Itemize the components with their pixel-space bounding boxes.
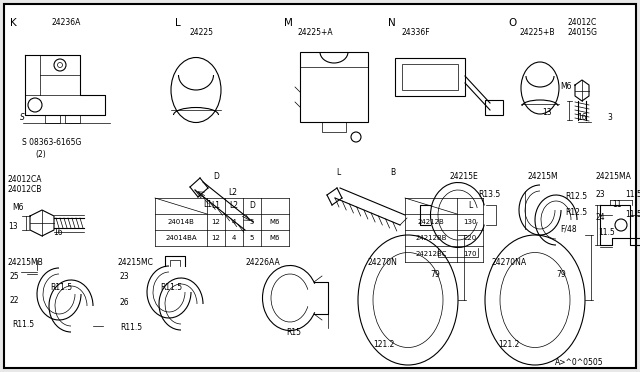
Text: 5: 5 bbox=[250, 219, 254, 225]
Text: 16: 16 bbox=[577, 113, 587, 122]
Text: 24236A: 24236A bbox=[52, 18, 81, 27]
Text: D: D bbox=[213, 172, 219, 181]
Text: 24226AA: 24226AA bbox=[246, 258, 281, 267]
Bar bbox=[300, 52, 368, 122]
Text: 23: 23 bbox=[596, 190, 605, 199]
Text: S 08363-6165G: S 08363-6165G bbox=[22, 138, 81, 147]
Text: 11.5: 11.5 bbox=[598, 228, 615, 237]
Text: 24336F: 24336F bbox=[402, 28, 431, 37]
Text: 24215E: 24215E bbox=[450, 172, 479, 181]
Text: B: B bbox=[390, 168, 395, 177]
Text: R15: R15 bbox=[286, 328, 301, 337]
Text: K: K bbox=[10, 18, 17, 28]
Text: L: L bbox=[468, 202, 472, 211]
Text: 24: 24 bbox=[596, 213, 605, 222]
Text: 4: 4 bbox=[232, 219, 236, 225]
Text: 16: 16 bbox=[53, 228, 63, 237]
Text: 12: 12 bbox=[212, 235, 220, 241]
Text: R13.5: R13.5 bbox=[478, 190, 500, 199]
Text: 24012C: 24012C bbox=[568, 18, 597, 27]
Text: 13: 13 bbox=[8, 222, 18, 231]
Text: 121.2: 121.2 bbox=[373, 340, 394, 349]
Text: 24014BA: 24014BA bbox=[165, 235, 197, 241]
Text: 24215MA: 24215MA bbox=[596, 172, 632, 181]
Text: D: D bbox=[249, 202, 255, 211]
Bar bbox=[485, 100, 503, 115]
Text: 79: 79 bbox=[556, 270, 566, 279]
Text: 170: 170 bbox=[463, 251, 477, 257]
Text: S: S bbox=[20, 113, 25, 122]
Text: 24212BC: 24212BC bbox=[415, 251, 447, 257]
Text: 13: 13 bbox=[542, 108, 552, 117]
Text: 79: 79 bbox=[430, 270, 440, 279]
Text: 24012CA: 24012CA bbox=[8, 175, 42, 184]
Text: M6: M6 bbox=[269, 235, 280, 241]
Text: 24270NA: 24270NA bbox=[492, 258, 527, 267]
Text: 24212BB: 24212BB bbox=[415, 235, 447, 241]
Text: R12.5: R12.5 bbox=[565, 192, 587, 201]
Text: 5: 5 bbox=[250, 235, 254, 241]
Text: 25: 25 bbox=[10, 272, 20, 281]
Text: L2: L2 bbox=[228, 188, 237, 197]
Text: 11.5: 11.5 bbox=[625, 210, 640, 219]
Text: L2: L2 bbox=[230, 202, 239, 211]
Text: M6: M6 bbox=[269, 219, 280, 225]
Text: 121.2: 121.2 bbox=[498, 340, 520, 349]
Text: M6: M6 bbox=[12, 203, 24, 212]
Text: L1: L1 bbox=[203, 200, 212, 209]
Text: 130: 130 bbox=[463, 219, 477, 225]
Bar bbox=[395, 58, 465, 96]
Text: L: L bbox=[175, 18, 180, 28]
Bar bbox=[402, 64, 458, 90]
Text: 24015G: 24015G bbox=[568, 28, 598, 37]
Text: 24215M: 24215M bbox=[528, 172, 559, 181]
Text: 24014B: 24014B bbox=[168, 219, 195, 225]
Text: 22: 22 bbox=[10, 296, 19, 305]
Text: 24270N: 24270N bbox=[368, 258, 398, 267]
Text: M: M bbox=[284, 18, 293, 28]
Text: R11.5: R11.5 bbox=[50, 283, 72, 292]
Text: 11.5: 11.5 bbox=[625, 190, 640, 199]
Text: R11.5: R11.5 bbox=[12, 320, 34, 329]
Text: L: L bbox=[336, 168, 340, 177]
Text: 12: 12 bbox=[212, 219, 220, 225]
Text: N: N bbox=[388, 18, 396, 28]
Text: 24225+A: 24225+A bbox=[298, 28, 333, 37]
Text: F/48: F/48 bbox=[560, 225, 577, 234]
Text: 26: 26 bbox=[120, 298, 130, 307]
Text: 24225: 24225 bbox=[190, 28, 214, 37]
Text: O: O bbox=[508, 18, 516, 28]
Text: R11.5: R11.5 bbox=[160, 283, 182, 292]
Text: L1: L1 bbox=[211, 202, 221, 211]
Text: (2): (2) bbox=[35, 150, 45, 159]
Text: 220: 220 bbox=[463, 235, 477, 241]
Text: R11.5: R11.5 bbox=[120, 323, 142, 332]
Text: 11: 11 bbox=[612, 200, 621, 209]
Text: A>^0^0505: A>^0^0505 bbox=[555, 358, 604, 367]
Text: 24012CB: 24012CB bbox=[8, 185, 42, 194]
Text: 24215MC: 24215MC bbox=[118, 258, 154, 267]
Text: 23: 23 bbox=[120, 272, 130, 281]
Text: 3: 3 bbox=[607, 113, 612, 122]
Text: 24215MB: 24215MB bbox=[8, 258, 44, 267]
Text: R12.5: R12.5 bbox=[565, 208, 587, 217]
Text: 4: 4 bbox=[232, 235, 236, 241]
Text: M6: M6 bbox=[560, 82, 572, 91]
Text: 24225+B: 24225+B bbox=[520, 28, 556, 37]
Text: 24212B: 24212B bbox=[418, 219, 444, 225]
